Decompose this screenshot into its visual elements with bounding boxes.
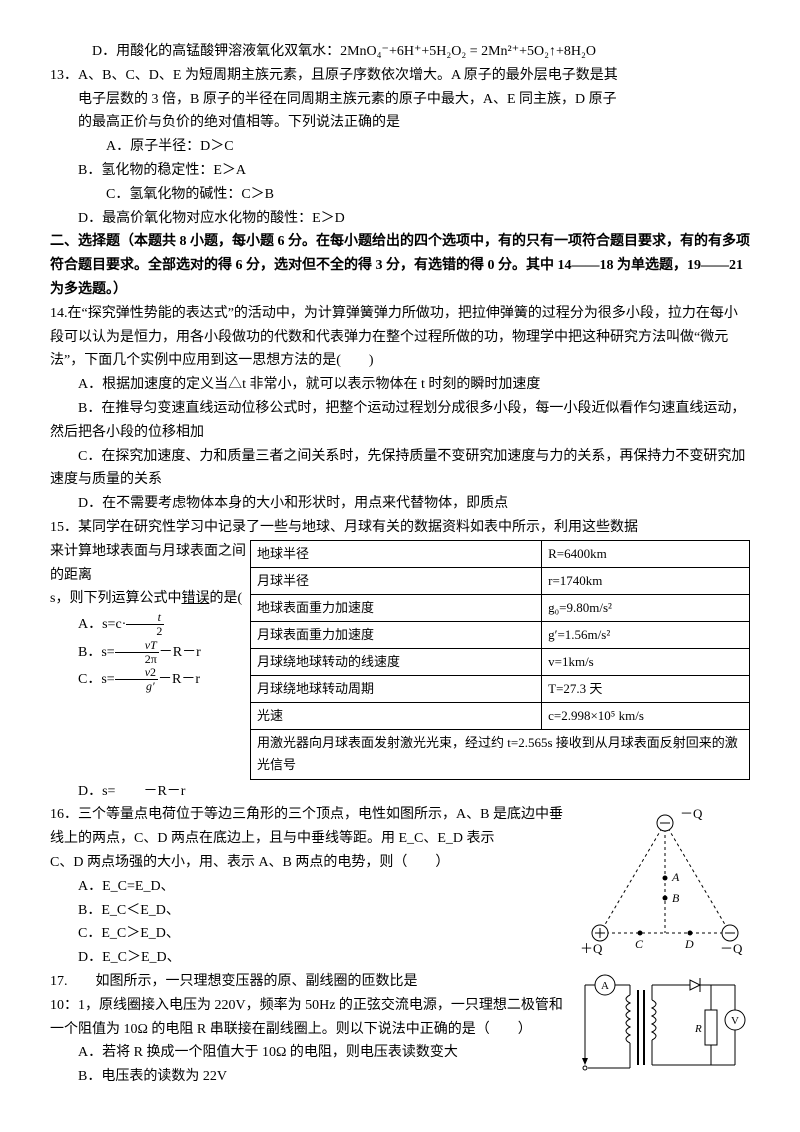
q15-left2: s，则下列运算公式中错误的是( (50, 587, 250, 611)
q14-a: A．根据加速度的定义当△t 非常小，就可以表示物体在 t 时刻的瞬时加速度 (50, 373, 750, 397)
q15-l2a: s，则下列运算公式中 (50, 591, 181, 606)
q14-b: B．在推导匀变速直线运动位移公式时，把整个运动过程划分成很多小段，每一小段近似看… (50, 397, 750, 445)
t-r1c1: 地球半径 (251, 540, 542, 567)
t-r7c1: 光速 (251, 703, 542, 730)
q13-row1: A．原子半径：D＞C B．氢化物的稳定性：E＞A (50, 135, 750, 183)
q16-figure: －Q ＋Q －Q A B C D (580, 803, 750, 963)
q15-c-lead: C．s= (78, 672, 115, 687)
t-r6c2: T=27.3 天 (542, 676, 750, 703)
q15-table: 地球半径R=6400km 月球半径r=1740km 地球表面重力加速度g₀=9.… (250, 540, 750, 780)
t-r3c2: g₀=9.80m/s² (542, 594, 750, 621)
q17-block: A V R 17. 如图所示，一只理想变压器的原、副 (50, 970, 750, 1089)
q13-a: A．原子半径：D＞C (78, 135, 414, 159)
q15-optA: A．s=c·t2 (50, 611, 250, 638)
q13-stem1: 13．A、B、C、D、E 为短周期主族元素，且原子序数依次增大。A 原子的最外层… (50, 64, 750, 88)
svg-text:A: A (601, 980, 609, 992)
q15-err: 错误 (181, 591, 209, 606)
q15-left: 来计算地球表面与月球表面之间的距离 s，则下列运算公式中错误的是( A．s=c·… (50, 540, 250, 694)
q12-option-d: D．用酸化的高锰酸钾溶液氧化双氧水：2MnO₄⁻+6H⁺+5H₂O₂ = 2Mn… (50, 40, 750, 64)
q14-stem: 14.在“探究弹性势能的表达式”的活动中，为计算弹簧弹力所做功，把拉伸弹簧的过程… (50, 302, 750, 373)
q15-l2b: 的是( (209, 591, 242, 606)
t-r3c1: 地球表面重力加速度 (251, 594, 542, 621)
q13-b: B．氢化物的稳定性：E＞A (50, 159, 386, 183)
q15-b-lead: B．s= (78, 644, 115, 659)
svg-text:B: B (672, 891, 680, 905)
svg-text:R: R (694, 1023, 702, 1035)
q15-optD: D．s= －R－r (50, 780, 750, 804)
q14-d: D．在不需要考虑物体本身的大小和形状时，用点来代替物体，即质点 (50, 492, 750, 516)
q15-row: 来计算地球表面与月球表面之间的距离 s，则下列运算公式中错误的是( A．s=c·… (50, 540, 750, 780)
svg-text:A: A (671, 870, 680, 884)
q15-optC: C．s=v2g′－R－r (50, 666, 250, 693)
q14-c: C．在探究加速度、力和质量三者之间关系时，先保持质量不变研究加速度与力的关系，再… (50, 445, 750, 493)
q15-left1: 来计算地球表面与月球表面之间的距离 (50, 540, 250, 588)
q13-c: C．氢氧化物的碱性：C＞B (78, 183, 414, 207)
svg-text:－Q: －Q (720, 941, 743, 956)
q15-a-lead: A．s=c· (78, 617, 126, 632)
frac-v2g: v2g′ (115, 666, 158, 693)
svg-text:D: D (684, 937, 694, 951)
t-r8: 用激光器向月球表面发射激光光束，经过约 t=2.565s 接收到从月球表面反射回… (251, 730, 750, 779)
frac-vt2pi: vT2π (115, 639, 159, 666)
svg-text:＋Q: ＋Q (580, 941, 603, 956)
t-r7c2: c=2.998×10⁵ km/s (542, 703, 750, 730)
q17-figure: A V R (580, 970, 750, 1080)
q15-optB: B．s=vT2π－R－r (50, 639, 250, 666)
q15-stem1: 15．某同学在研究性学习中记录了一些与地球、月球有关的数据资料如表中所示，利用这… (50, 516, 750, 540)
q16-block: －Q ＋Q －Q A B C D 16．三个等量点电荷位于等边三角形的三个顶点，… (50, 803, 750, 970)
t-r5c1: 月球绕地球转动的线速度 (251, 649, 542, 676)
t-r4c1: 月球表面重力加速度 (251, 622, 542, 649)
q15-c-tail: －R－r (158, 672, 200, 687)
q13-stem2: 电子层数的 3 倍，B 原子的半径在同周期主族元素的原子中最大，A、E 同主族，… (50, 88, 750, 112)
q15-right: 地球半径R=6400km 月球半径r=1740km 地球表面重力加速度g₀=9.… (250, 540, 750, 780)
svg-text:C: C (635, 937, 644, 951)
frac-t2: t2 (126, 611, 164, 638)
t-r1c2: R=6400km (542, 540, 750, 567)
svg-text:－Q: －Q (680, 806, 703, 821)
section2-heading: 二、选择题（本题共 8 小题，每小题 6 分。在每小题给出的四个选项中，有的只有… (50, 230, 750, 301)
q13-row2: C．氢氧化物的碱性：C＞B D．最高价氧化物对应水化物的酸性：E＞D (50, 183, 750, 231)
t-r2c1: 月球半径 (251, 567, 542, 594)
t-r2c2: r=1740km (542, 567, 750, 594)
t-r5c2: v=1km/s (542, 649, 750, 676)
t-r6c1: 月球绕地球转动周期 (251, 676, 542, 703)
q15-b-tail: －R－r (159, 644, 201, 659)
q13-d: D．最高价氧化物对应水化物的酸性：E＞D (50, 207, 386, 231)
q13-stem3: 的最高正价与负价的绝对值相等。下列说法正确的是 (50, 111, 750, 135)
svg-text:V: V (731, 1015, 739, 1027)
t-r4c2: g′=1.56m/s² (542, 622, 750, 649)
